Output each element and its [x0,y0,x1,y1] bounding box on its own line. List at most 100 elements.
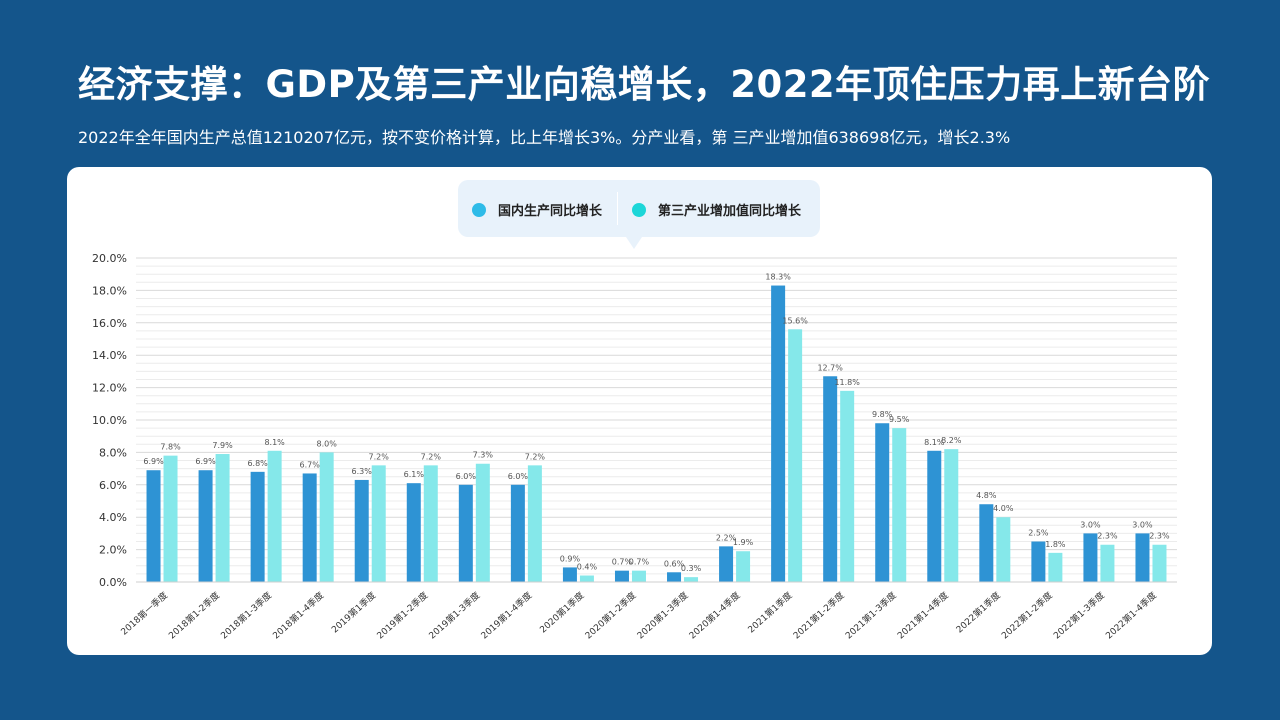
legend-label-tertiary: 第三产业增加值同比增长 [658,204,802,219]
y-tick-label: 16.0% [92,317,127,330]
x-tick-label: 2022第1-2季度 [999,589,1055,641]
data-label-tertiary: 7.2% [421,452,442,461]
chart-card: 国内生产同比增长 第三产业增加值同比增长 0.0% 2.0% 4.0% 6.0% 8.0… [67,167,1212,655]
legend-item-gdp[interactable]: 国内生产同比增长 [472,200,602,219]
bar-gdp [198,470,213,582]
bar-gdp [1083,533,1098,582]
bar-gdp [927,450,942,582]
y-tick-label: 18.0% [92,284,127,297]
bar-tertiary [684,577,699,582]
x-tick-label: 2022第1季度 [953,589,1002,635]
bar-gdp [614,570,629,582]
data-label-gdp: 0.9% [560,554,581,563]
data-label-gdp: 6.8% [247,459,268,468]
x-tick-label: 2018第一季度 [118,589,170,637]
x-tick-label: 2020第1-4季度 [687,589,743,641]
bar-gdp [719,546,734,582]
bar-gdp [510,484,525,582]
data-label-tertiary: 0.4% [577,563,598,572]
x-tick-label: 2019第1-2季度 [374,589,430,641]
bar-gdp [979,504,994,582]
bar-tertiary [1152,544,1167,582]
data-label-tertiary: 0.3% [681,564,702,573]
legend-item-tertiary[interactable]: 第三产业增加值同比增长 [632,200,801,219]
data-label-gdp: 0.6% [664,559,685,568]
y-tick-label: 6.0% [99,479,127,492]
x-tick-label: 2021第1季度 [745,589,794,635]
data-label-tertiary: 9.5% [889,415,910,424]
data-label-gdp: 2.5% [1028,529,1049,538]
data-label-tertiary: 0.7% [629,558,650,567]
data-label-gdp: 6.1% [404,470,425,479]
data-label-gdp: 3.0% [1080,520,1101,529]
bar-tertiary [215,454,230,582]
bar-tertiary [788,329,803,582]
bar-tertiary [1048,552,1063,582]
data-label-tertiary: 8.2% [941,436,962,445]
data-label-tertiary: 7.9% [212,441,233,450]
y-tick-label: 20.0% [92,252,127,265]
bar-gdp [667,572,682,582]
bar-gdp [562,567,577,582]
x-tick-label: 2022第1-3季度 [1051,589,1107,641]
x-tick-label: 2020第1-3季度 [634,589,690,641]
y-tick-label: 14.0% [92,349,127,362]
data-label-tertiary: 7.3% [473,451,494,460]
data-label-tertiary: 8.0% [317,439,338,448]
x-tick-label: 2020第1-2季度 [582,589,638,641]
data-label-tertiary: 7.2% [525,452,546,461]
x-tick-label: 2020第1季度 [537,589,586,635]
data-label-gdp: 4.8% [976,491,997,500]
data-label-gdp: 6.0% [456,472,477,481]
x-tick-label: 2021第1-2季度 [791,589,847,641]
data-label-gdp: 0.7% [612,558,633,567]
data-label-gdp: 2.2% [716,533,737,542]
y-tick-label: 12.0% [92,382,127,395]
data-label-tertiary: 1.8% [1045,540,1066,549]
bar-tertiary [1100,544,1115,582]
bar-gdp [1135,533,1150,582]
bar-tertiary [736,551,751,582]
chart-legend: 国内生产同比增长 第三产业增加值同比增长 [458,180,820,249]
x-tick-label: 2021第1-3季度 [843,589,899,641]
x-tick-label: 2019第1-3季度 [426,589,482,641]
bar-tertiary [944,449,959,582]
bar-tertiary [475,463,490,582]
bar-chart: 0.0% 2.0% 4.0% 6.0% 8.0% 10.0% 12.0% 14.0% 16.0%… [92,252,1177,641]
bar-tertiary [319,452,334,582]
x-tick-label: 2018第1-2季度 [166,589,222,641]
bar-gdp [823,376,838,582]
data-label-gdp: 8.1% [924,438,945,447]
data-label-tertiary: 2.3% [1149,532,1170,541]
data-label-tertiary: 15.6% [782,316,808,325]
legend-label-gdp: 国内生产同比增长 [498,204,603,219]
data-label-tertiary: 7.8% [160,443,181,452]
y-tick-label: 4.0% [99,511,127,524]
bar-gdp [1031,541,1046,582]
data-label-gdp: 3.0% [1132,520,1153,529]
bar-gdp [146,470,161,582]
x-tick-label: 2019第1季度 [329,589,378,635]
bar-gdp [771,285,786,582]
page-title: 经济支撑：GDP及第三产业向稳增长，2022年顶住压力再上新台阶 [78,63,1211,106]
data-label-tertiary: 4.0% [993,504,1014,513]
bar-gdp [406,483,421,582]
bar-tertiary [163,455,178,582]
legend-dot-gdp [472,202,486,217]
data-label-tertiary: 11.8% [834,378,860,387]
x-tick-label: 2022第1-4季度 [1103,589,1159,641]
bar-tertiary [371,465,386,582]
data-label-gdp: 9.8% [872,410,893,419]
bar-tertiary [527,465,542,582]
x-tick-label: 2018第1-3季度 [218,589,274,641]
y-tick-label: 8.0% [99,446,127,459]
bar-tertiary [996,517,1011,582]
bar-gdp [354,479,369,582]
bar-tertiary [892,428,907,582]
page-subtitle: 2022年全年国内生产总值1210207亿元，按不变价格计算，比上年增长3%。分… [78,128,1011,147]
legend-dot-tertiary [632,202,646,217]
data-label-gdp: 18.3% [765,273,791,282]
data-label-tertiary: 1.9% [733,538,754,547]
data-label-tertiary: 2.3% [1097,532,1118,541]
data-label-tertiary: 7.2% [369,452,390,461]
